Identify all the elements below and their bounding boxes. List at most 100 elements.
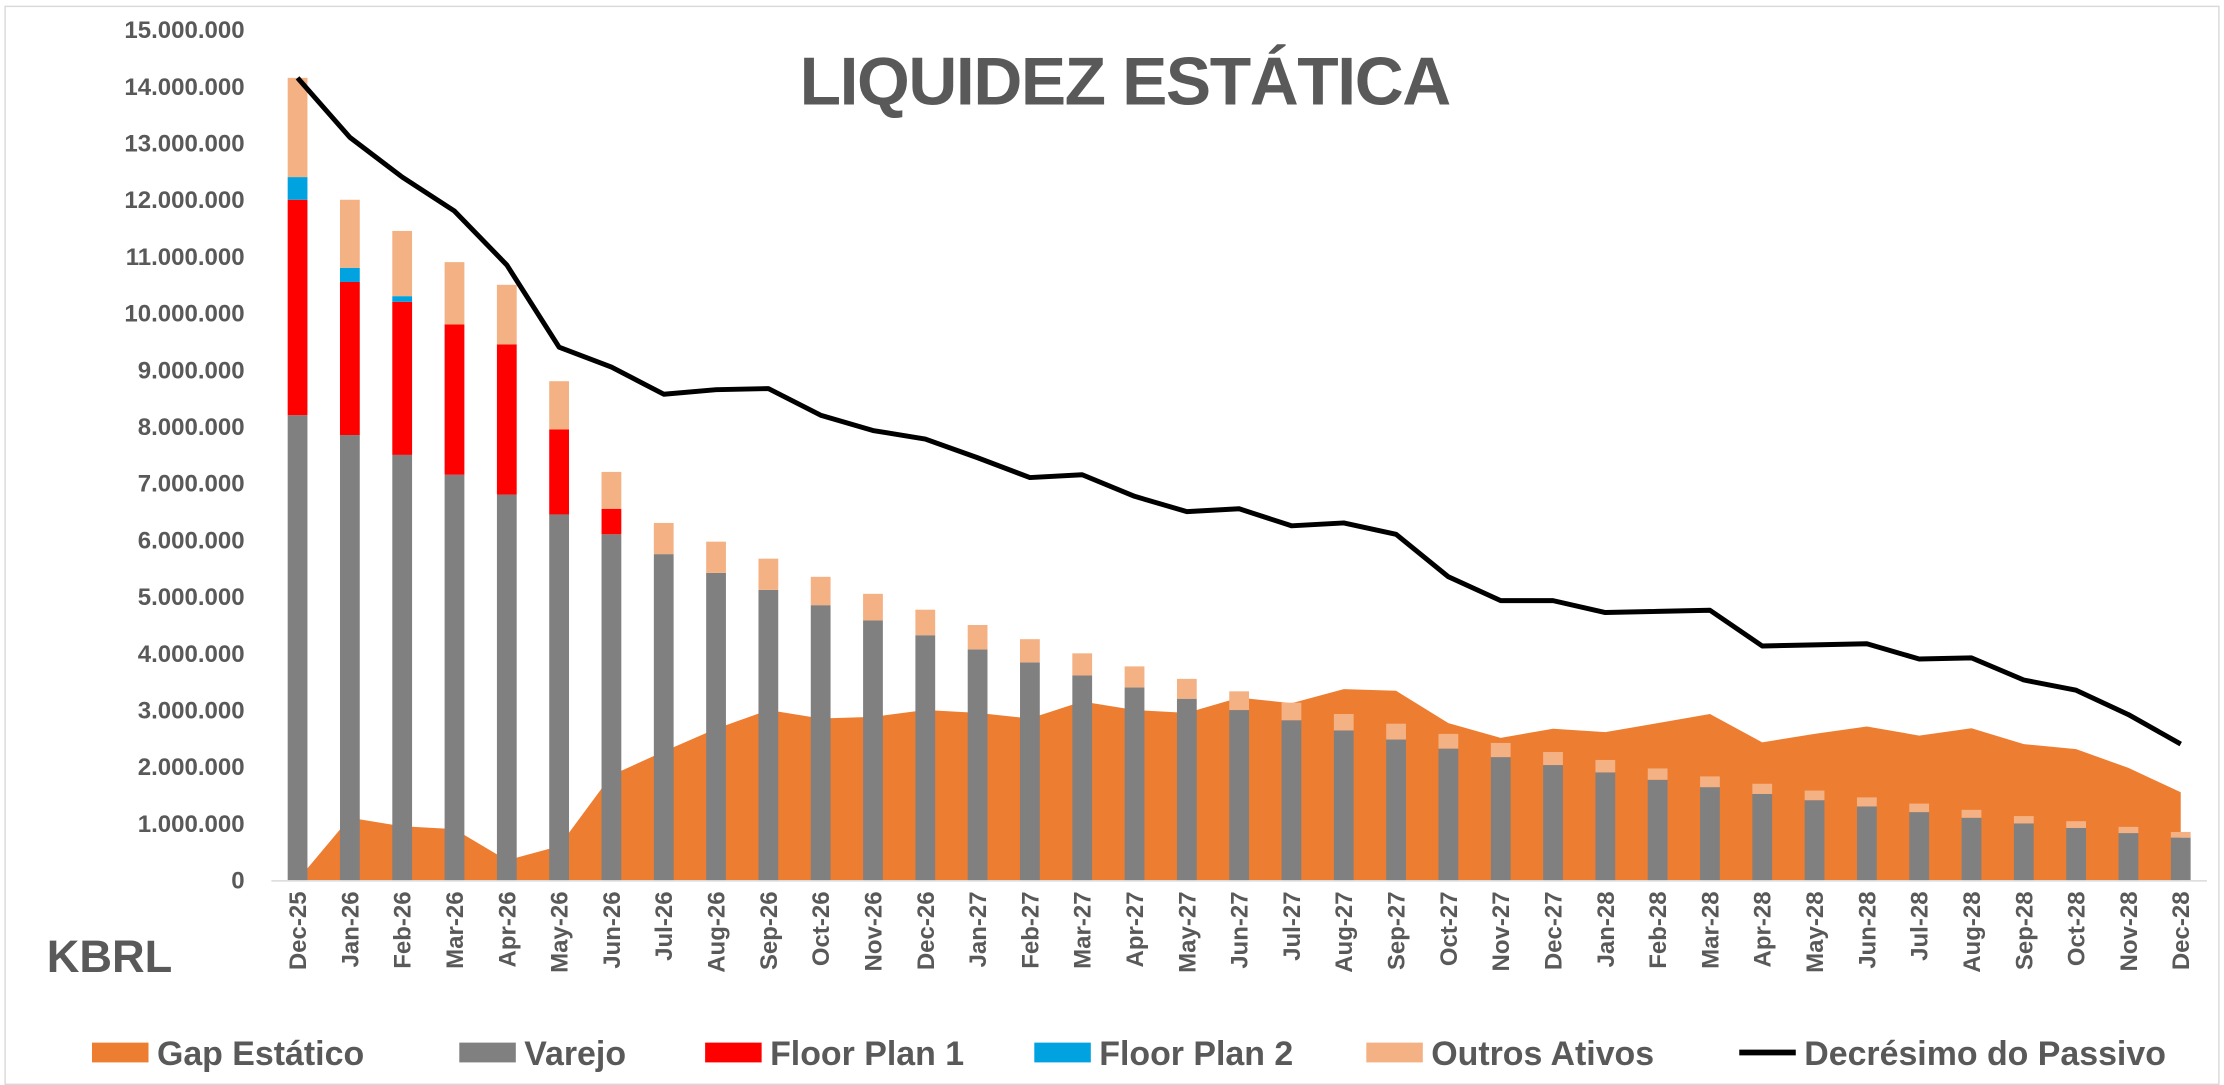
x-tick-label: Dec-27 — [1540, 891, 1567, 970]
bar-segment — [339, 281, 360, 436]
x-tick-label: Dec-25 — [285, 891, 312, 970]
bar-segment — [1700, 776, 1720, 788]
x-tick-label: Dec-28 — [2168, 891, 2195, 970]
bar-segment — [1020, 662, 1040, 881]
bar-segment — [2066, 821, 2087, 828]
bar-segment — [496, 494, 517, 881]
bar-segment — [915, 635, 936, 881]
bar-segment — [706, 541, 726, 573]
bar-segment — [287, 177, 308, 200]
bar-segment — [810, 576, 831, 606]
bar-segment — [444, 474, 465, 881]
bar-segment — [653, 554, 674, 881]
bar-segment — [1176, 698, 1197, 881]
x-tick-label: Aug-26 — [704, 891, 731, 972]
bar-segment — [1386, 723, 1406, 740]
bar-segment — [287, 415, 308, 881]
x-tick-label: Mar-28 — [1697, 891, 1724, 968]
bar-segment — [1438, 748, 1459, 881]
bar-segment — [1856, 806, 1877, 881]
bar-segment — [1543, 765, 1563, 881]
bar-segment — [863, 593, 883, 621]
x-tick-label: Oct-28 — [2064, 891, 2091, 966]
y-tick-label: 4.000.000 — [138, 641, 245, 668]
x-tick-label: Jan-28 — [1593, 891, 1620, 967]
bar-segment — [1072, 653, 1093, 676]
bar-segment — [1438, 733, 1459, 749]
x-tick-label: Oct-27 — [1436, 891, 1463, 966]
x-tick-label: Aug-28 — [1959, 891, 1986, 972]
bar-segment — [1281, 702, 1302, 721]
bar-segment — [392, 301, 413, 455]
bar-segment — [1961, 809, 1982, 818]
x-tick-label: Feb-27 — [1017, 891, 1044, 968]
bar-segment — [810, 605, 831, 881]
bar-segment — [496, 344, 517, 495]
y-tick-label: 12.000.000 — [124, 187, 244, 214]
x-tick-label: May-27 — [1174, 891, 1201, 972]
x-tick-label: Jun-26 — [599, 891, 626, 968]
bar-segment — [653, 522, 674, 555]
bar-segment — [2118, 833, 2139, 881]
y-tick-label: 7.000.000 — [138, 471, 245, 498]
bar-segment — [1909, 812, 1930, 881]
y-tick-label: 8.000.000 — [138, 414, 245, 441]
bar-segment — [549, 514, 570, 881]
bar-segment — [915, 609, 936, 636]
bar-segment — [2013, 816, 2034, 824]
legend-swatch — [459, 1042, 516, 1063]
x-tick-label: Sep-28 — [2011, 891, 2038, 970]
x-tick-label: Mar-26 — [442, 891, 469, 968]
bar-segment — [967, 625, 988, 650]
x-tick-label: Nov-26 — [860, 891, 887, 971]
bar-segment — [287, 77, 308, 178]
x-tick-label: Jul-28 — [1907, 891, 1934, 960]
bar-segment — [1961, 817, 1982, 881]
bar-segment — [1490, 757, 1511, 881]
x-tick-label: Nov-27 — [1488, 891, 1515, 971]
bar-segment — [1281, 720, 1302, 881]
bar-segment — [1909, 803, 1930, 813]
legend-item: Floor Plan 1 — [705, 1035, 964, 1073]
bar-segment — [863, 620, 883, 881]
bar-segment — [1020, 639, 1040, 663]
legend-item: Decrésimo do Passivo — [1739, 1035, 2166, 1073]
chart-border — [4, 5, 2220, 1085]
bar-segment — [1752, 793, 1773, 881]
bar-segment — [1176, 678, 1197, 699]
bar-segment — [1804, 790, 1825, 801]
legend-label: Floor Plan 1 — [770, 1035, 964, 1073]
bar-segment — [2066, 827, 2087, 881]
bar-segment — [601, 508, 622, 535]
bar-segment — [1072, 675, 1093, 881]
legend-swatch — [1366, 1042, 1423, 1063]
bar-segment — [339, 267, 360, 282]
bar-segment — [758, 589, 779, 881]
bar-segment — [2170, 837, 2191, 881]
bar-segment — [339, 199, 360, 268]
legend-swatch — [705, 1042, 762, 1063]
bar-segment — [601, 471, 622, 509]
y-tick-label: 11.000.000 — [126, 244, 245, 271]
bar-segment — [549, 429, 570, 515]
x-tick-label: Mar-27 — [1070, 891, 1097, 968]
x-tick-label: Apr-27 — [1122, 891, 1149, 967]
chart-title: LIQUIDEZ ESTÁTICA — [800, 44, 1451, 120]
bar-segment — [2118, 826, 2139, 834]
bar-segment — [1804, 800, 1825, 881]
y-tick-label: 15.000.000 — [124, 17, 244, 44]
x-tick-label: May-26 — [547, 891, 574, 972]
y-tick-label: 2.000.000 — [138, 754, 245, 781]
y-tick-label: 6.000.000 — [138, 527, 245, 554]
legend-item: Outros Ativos — [1366, 1035, 1654, 1073]
x-tick-label: Jun-27 — [1227, 891, 1254, 968]
bar-segment — [1647, 779, 1668, 881]
legend-item: Varejo — [459, 1035, 626, 1073]
bar-segment — [549, 381, 570, 430]
bar-segment — [392, 454, 413, 881]
x-tick-label: Jun-28 — [1854, 891, 1881, 968]
logo: KBRL — [47, 931, 173, 982]
bar-segment — [1124, 687, 1145, 881]
x-tick-label: Dec-26 — [913, 891, 940, 970]
